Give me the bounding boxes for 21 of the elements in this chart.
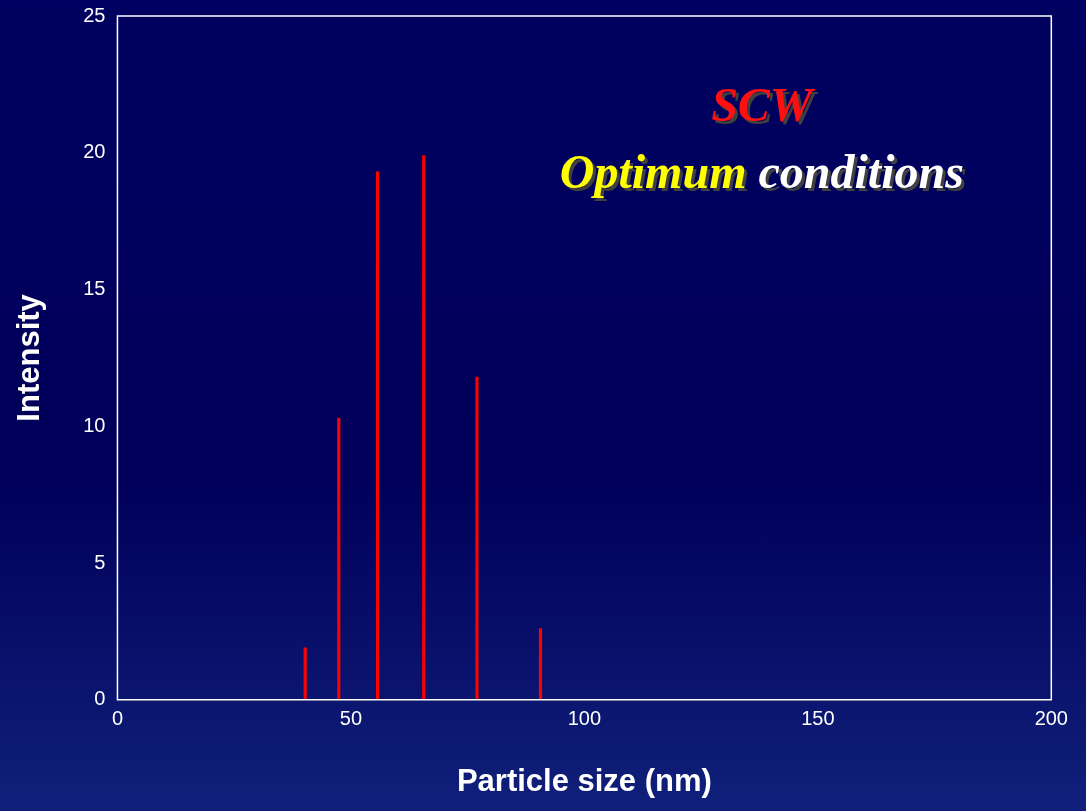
bar — [475, 376, 479, 700]
x-tick-label: 150 — [801, 707, 835, 730]
bar — [303, 647, 307, 700]
y-tick-label: 20 — [83, 140, 106, 163]
bar — [422, 155, 426, 700]
bar — [538, 628, 543, 700]
x-axis-title: Particle size (nm) — [456, 762, 712, 798]
y-tick-label: 25 — [83, 3, 106, 26]
annotation: SCW — [714, 81, 819, 134]
bar — [375, 171, 380, 700]
x-tick-label: 50 — [339, 707, 363, 730]
y-tick-label: 10 — [83, 413, 106, 436]
y-tick-label: 0 — [94, 687, 106, 710]
x-tick-label: 100 — [567, 707, 602, 730]
annotation: Optimum conditions — [559, 145, 967, 201]
y-tick-label: 15 — [83, 277, 106, 300]
y-tick-label: 5 — [94, 550, 106, 573]
y-axis-title: Intensity — [11, 293, 47, 422]
bar — [337, 417, 341, 700]
x-tick-label: 200 — [1034, 707, 1068, 730]
x-tick-label: 0 — [111, 707, 124, 730]
